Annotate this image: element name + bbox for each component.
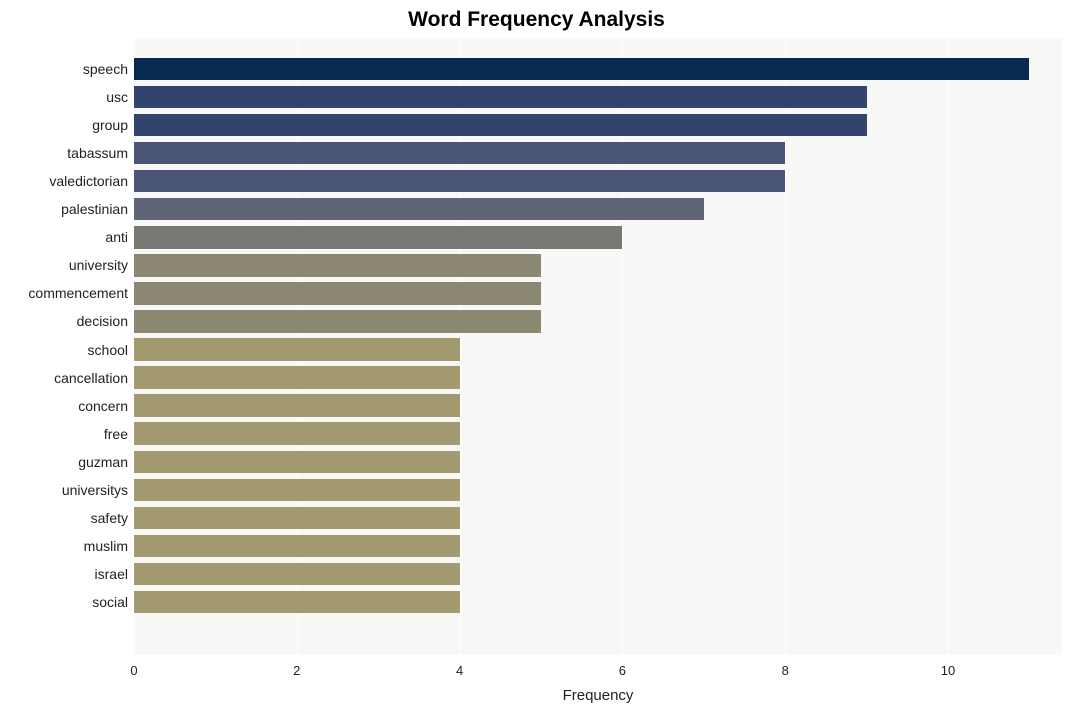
y-tick-label: cancellation [54,370,134,386]
bar [134,479,460,501]
bar-row [134,142,1062,164]
bar [134,591,460,613]
bar [134,114,867,136]
y-tick-label: muslim [84,538,134,554]
y-tick-label: university [69,257,134,273]
y-tick-label: safety [91,510,134,526]
bar-row [134,114,1062,136]
bar-row [134,170,1062,192]
bar [134,338,460,360]
bar-row [134,338,1062,360]
bar [134,507,460,529]
x-tick: 8 [782,655,789,678]
y-tick-label: valedictorian [49,173,134,189]
bar-row [134,479,1062,501]
y-tick-label: usc [106,89,134,105]
bar [134,170,785,192]
bar-row [134,366,1062,388]
x-tick: 0 [130,655,137,678]
y-tick-label: group [92,117,134,133]
bar [134,254,541,276]
y-tick-label: tabassum [67,145,134,161]
bar-row [134,310,1062,332]
bar-row [134,422,1062,444]
bar [134,451,460,473]
y-tick-label: concern [78,398,134,414]
bar [134,422,460,444]
bar [134,282,541,304]
bar-row [134,282,1062,304]
bar-row [134,563,1062,585]
bar [134,142,785,164]
bar-row [134,507,1062,529]
bar-row [134,226,1062,248]
x-tick: 4 [456,655,463,678]
bar [134,535,460,557]
bar-row [134,394,1062,416]
y-tick-label: school [88,342,134,358]
bar-row [134,198,1062,220]
y-tick-label: speech [83,61,134,77]
bar [134,563,460,585]
bar [134,394,460,416]
bar [134,310,541,332]
bar-row [134,451,1062,473]
chart-title: Word Frequency Analysis [0,8,1073,32]
y-tick-label: guzman [78,454,134,470]
bar [134,366,460,388]
y-tick-label: anti [105,229,134,245]
y-tick-label: social [92,594,134,610]
bar-row [134,58,1062,80]
y-tick-label: universitys [62,482,134,498]
y-tick-label: free [104,426,134,442]
bar [134,226,622,248]
y-tick-label: commencement [28,285,134,301]
x-axis-label: Frequency [134,687,1062,704]
bar-row [134,254,1062,276]
x-tick: 6 [619,655,626,678]
y-tick-label: decision [77,313,134,329]
x-tick: 2 [293,655,300,678]
x-tick: 10 [941,655,955,678]
y-tick-label: israel [95,566,134,582]
bar [134,198,704,220]
bar-row [134,535,1062,557]
plot-area: 0246810speechuscgrouptabassumvaledictori… [134,38,1062,655]
bar [134,58,1029,80]
bar-row [134,86,1062,108]
y-tick-label: palestinian [61,201,134,217]
bar-row [134,591,1062,613]
bar [134,86,867,108]
